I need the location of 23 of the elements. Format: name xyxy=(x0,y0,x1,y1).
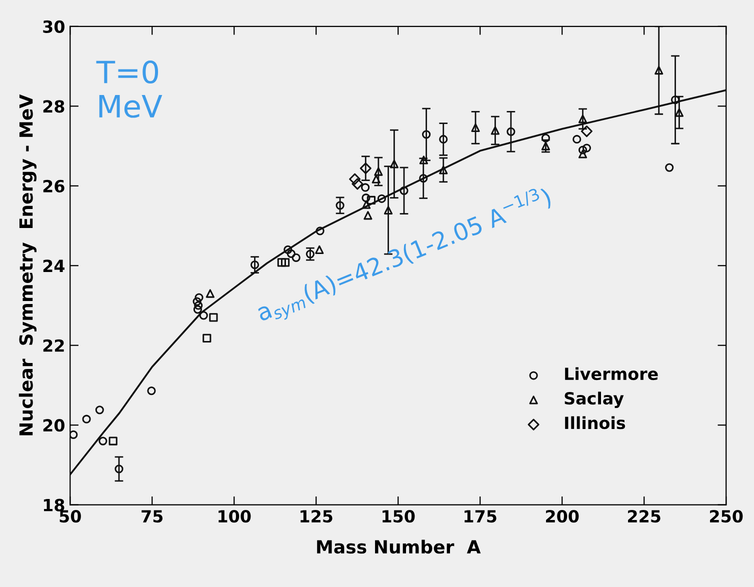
legend-label: Livermore xyxy=(565,367,658,380)
x-tick-label: 200 xyxy=(546,510,579,523)
x-axis-title: Mass Number A xyxy=(317,540,481,554)
x-tick-label: 100 xyxy=(218,510,251,523)
annotation: T=0 MeV xyxy=(96,60,162,118)
annotation: a$_{sym}$(A)=42.3(1-2.05 A$^{−1/3}$) xyxy=(254,184,555,328)
y-tick-label: 30 xyxy=(43,20,64,33)
legend-label: Illinois xyxy=(565,416,626,430)
x-tick-label: 225 xyxy=(628,510,660,523)
x-tick-label: 75 xyxy=(142,510,163,523)
x-tick-label: 125 xyxy=(300,510,332,523)
x-tick-label: 150 xyxy=(382,510,415,523)
legend-label: Saclay xyxy=(564,392,624,408)
y-tick-label: 22 xyxy=(43,339,64,352)
x-tick-label: 250 xyxy=(710,510,743,523)
y-axis-title: Nuclear Symmetry Energy - MeV xyxy=(18,94,37,436)
y-tick-label: 28 xyxy=(43,100,64,113)
y-tick-label: 24 xyxy=(43,260,64,272)
x-tick-label: 50 xyxy=(60,510,81,523)
y-tick-label: 18 xyxy=(44,498,64,512)
y-tick-label: 20 xyxy=(43,419,64,432)
y-tick-label: 26 xyxy=(43,180,64,192)
x-tick-label: 175 xyxy=(464,510,496,523)
